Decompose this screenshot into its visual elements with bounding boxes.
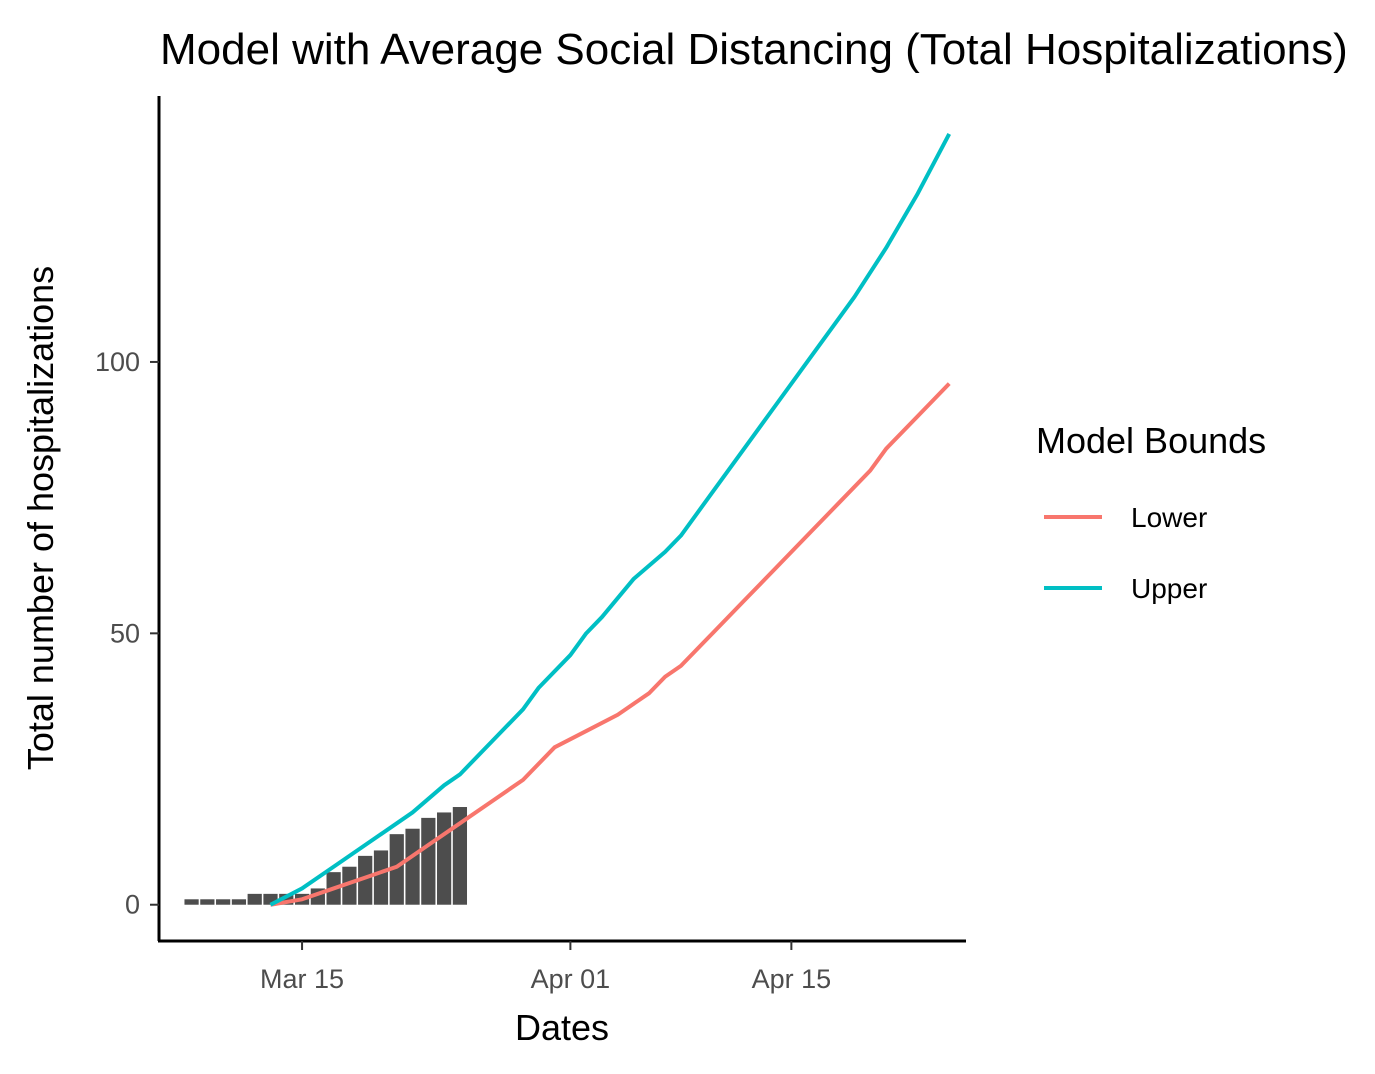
bar-10	[342, 866, 357, 905]
x-tick-label-2: Apr 15	[752, 964, 832, 994]
bar-13	[389, 834, 404, 905]
legend-label-lower: Lower	[1131, 502, 1207, 533]
x-ticks-layer: Mar 15 Apr 01 Apr 15	[260, 941, 831, 994]
y-tick-label-50: 50	[110, 618, 140, 648]
bar-3	[231, 899, 247, 905]
bar-17	[452, 807, 468, 905]
lines-layer	[269, 133, 951, 907]
y-tick-label-0: 0	[125, 890, 140, 920]
bar-4	[247, 893, 262, 905]
y-ticks-layer: 0 50 100	[95, 347, 159, 920]
y-tick-label-100: 100	[95, 347, 140, 377]
legend-title: Model Bounds	[1036, 420, 1266, 461]
bar-5	[263, 893, 278, 905]
bar-15	[421, 817, 436, 905]
x-tick-label-1: Apr 01	[531, 964, 611, 994]
x-axis-title: Dates	[515, 1007, 609, 1048]
bar-0	[184, 899, 199, 905]
bar-2	[216, 899, 231, 905]
bar-11	[358, 855, 373, 905]
bar-1	[200, 899, 215, 905]
bar-14	[405, 828, 420, 905]
legend: Model Bounds Lower Upper	[1036, 420, 1266, 604]
y-axis-title: Total number of hospitalizations	[20, 266, 61, 770]
chart-title: Model with Average Social Distancing (To…	[160, 25, 1348, 74]
bar-16	[437, 812, 452, 905]
legend-label-upper: Upper	[1131, 573, 1207, 604]
bar-12	[373, 850, 389, 905]
x-tick-label-0: Mar 15	[260, 964, 344, 994]
bar-6	[279, 893, 294, 905]
series-line-lower	[270, 382, 951, 907]
series-line-upper	[269, 133, 951, 907]
